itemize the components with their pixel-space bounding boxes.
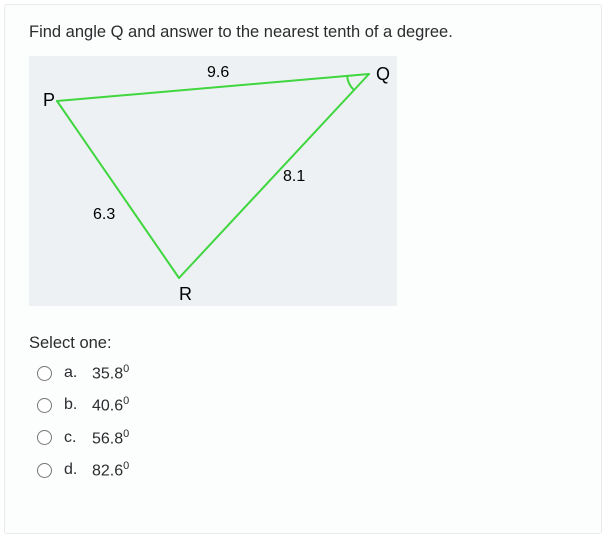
option-d: d. 82.60 — [37, 460, 577, 480]
edge-label-pr: 6.3 — [93, 206, 115, 224]
question-text: Find angle Q and answer to the nearest t… — [29, 23, 577, 42]
radio-b[interactable] — [37, 398, 52, 413]
option-value: 82.60 — [92, 460, 129, 480]
option-letter: b. — [64, 396, 92, 414]
triangle-svg — [29, 56, 397, 306]
option-value: 56.80 — [92, 428, 129, 448]
edge-label-pq: 9.6 — [207, 64, 229, 82]
option-value: 40.60 — [92, 395, 129, 415]
edge-label-qr: 8.1 — [283, 168, 305, 186]
radio-a[interactable] — [37, 366, 52, 381]
option-letter: d. — [64, 461, 92, 479]
option-letter: a. — [64, 364, 92, 382]
radio-d[interactable] — [37, 463, 52, 478]
option-letter: c. — [64, 429, 92, 447]
select-one-label: Select one: — [29, 334, 577, 353]
option-b: b. 40.60 — [37, 395, 577, 415]
vertex-label-p: P — [43, 90, 55, 111]
options-list: a. 35.80 b. 40.60 c. 56.80 d. 82.60 — [29, 363, 577, 480]
triangle-figure: P Q R 9.6 8.1 6.3 — [29, 56, 397, 306]
option-c: c. 56.80 — [37, 428, 577, 448]
vertex-label-q: Q — [376, 64, 390, 85]
vertex-label-r: R — [179, 284, 192, 305]
radio-c[interactable] — [37, 430, 52, 445]
option-value: 35.80 — [92, 363, 129, 383]
option-a: a. 35.80 — [37, 363, 577, 383]
question-card: Find angle Q and answer to the nearest t… — [4, 4, 602, 534]
